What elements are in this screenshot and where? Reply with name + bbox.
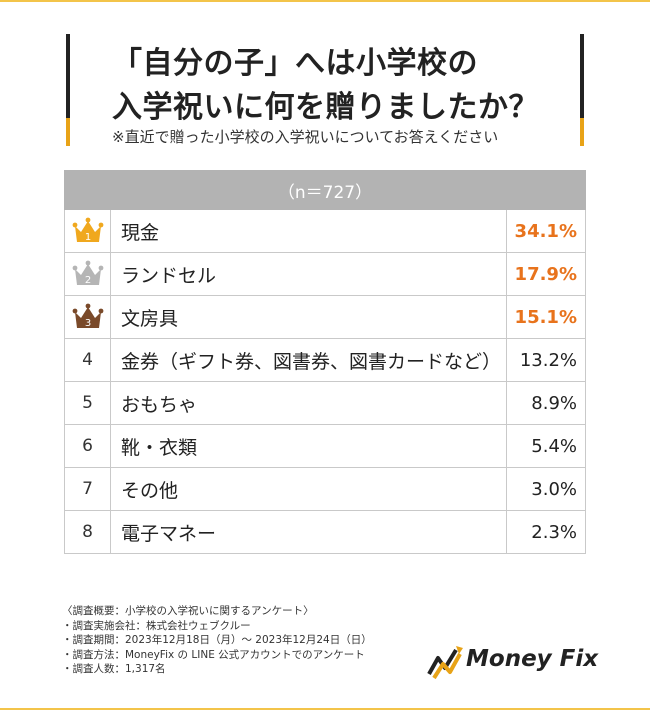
- table-row: 8 電子マネー 2.3%: [64, 511, 586, 554]
- item-value: 3.0%: [531, 478, 577, 500]
- title-bar-right: [580, 34, 584, 146]
- crown-rank-number: 2: [84, 275, 90, 286]
- top-border: [0, 0, 650, 2]
- title-line-1: 「自分の子」へは小学校の: [112, 46, 478, 81]
- item-label: 靴・衣類: [111, 425, 507, 467]
- table-row: 2 ランドセル 17.9%: [64, 253, 586, 296]
- note-line: ・調査実施会社：株式会社ウェブクルー: [62, 619, 251, 632]
- item-label: ランドセル: [111, 253, 507, 295]
- note-line: ・調査期間：2023年12月18日（月）～ 2023年12月24日（日）: [62, 634, 372, 646]
- survey-notes: 〈調査概要：小学校の入学祝いに関するアンケート〉 ・調査実施会社：株式会社ウェブ…: [62, 604, 372, 677]
- crown-rank-number: 1: [84, 232, 90, 243]
- subtitle: ※直近で贈った小学校の入学祝いについてお答えください: [112, 128, 499, 146]
- bottom-border: [0, 708, 650, 710]
- crown-icon: 2: [72, 260, 103, 286]
- ranking-table: （n＝727） 1 現金 34.1% 2 ランドセル 17.9% 3 文房具 15.1% 4 金券（…: [64, 170, 586, 554]
- item-value: 34.1%: [514, 220, 577, 242]
- title-bar-left: [66, 34, 70, 146]
- logo-text: Money Fix: [466, 646, 599, 672]
- title-line-2: 入学祝いに何を贈りましたか？: [112, 90, 539, 125]
- rank-cell: 8: [65, 511, 111, 553]
- note-line: 〈調査概要：小学校の入学祝いに関するアンケート〉: [62, 605, 314, 617]
- rank-cell: 4: [65, 339, 111, 381]
- table-row: 4 金券（ギフト券、図書券、図書カードなど） 13.2%: [64, 339, 586, 382]
- item-label: 電子マネー: [111, 511, 507, 553]
- table-row: 3 文房具 15.1%: [64, 296, 586, 339]
- item-value: 17.9%: [514, 263, 577, 285]
- table-rows: 1 現金 34.1% 2 ランドセル 17.9% 3 文房具 15.1% 4 金券（ギフト券、図書券…: [64, 210, 586, 554]
- table-row: 5 おもちゃ 8.9%: [64, 382, 586, 425]
- money-fix-logo-icon: [427, 646, 463, 680]
- item-value: 2.3%: [531, 521, 577, 543]
- note-line: ・調査方法：MoneyFix の LINE 公式アカウントでのアンケート: [62, 648, 365, 661]
- rank-cell: 3: [65, 296, 111, 338]
- item-label: 現金: [111, 210, 507, 252]
- logo: Money Fix: [426, 642, 599, 682]
- crown-rank-number: 3: [84, 318, 90, 329]
- crown-icon: 3: [72, 303, 103, 329]
- rank-cell: 6: [65, 425, 111, 467]
- rank-cell: 5: [65, 382, 111, 424]
- table-row: 7 その他 3.0%: [64, 468, 586, 511]
- rank-cell: 1: [65, 210, 111, 252]
- note-line: ・調査人数：1,317名: [62, 663, 166, 675]
- table-header: （n＝727）: [64, 170, 586, 210]
- item-value: 8.9%: [531, 392, 577, 414]
- item-label: 金券（ギフト券、図書券、図書カードなど）: [111, 339, 507, 381]
- table-row: 6 靴・衣類 5.4%: [64, 425, 586, 468]
- item-value: 13.2%: [519, 349, 577, 371]
- crown-icon: 1: [72, 217, 103, 243]
- table-row: 1 現金 34.1%: [64, 210, 586, 253]
- title-block: 「自分の子」へは小学校の 入学祝いに何を贈りましたか？ ※直近で贈った小学校の入…: [66, 34, 584, 146]
- item-value: 5.4%: [531, 435, 577, 457]
- item-label: おもちゃ: [111, 382, 507, 424]
- item-label: その他: [111, 468, 507, 510]
- rank-cell: 2: [65, 253, 111, 295]
- item-label: 文房具: [111, 296, 507, 338]
- item-value: 15.1%: [514, 306, 577, 328]
- rank-cell: 7: [65, 468, 111, 510]
